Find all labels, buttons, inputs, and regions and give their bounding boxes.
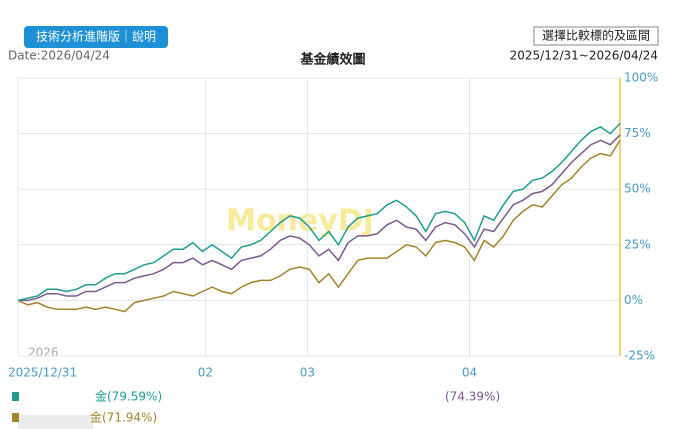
x-tick-label: 2025/12/31 <box>8 366 77 380</box>
series-line <box>17 122 621 302</box>
chart-title: 基金績效圖 <box>299 52 365 68</box>
legend-label: 金(79.59%) <box>95 389 162 404</box>
series-line <box>18 134 621 302</box>
x-tick-label: 04 <box>462 366 477 380</box>
watermark: MoneyDJ <box>226 204 374 239</box>
series-line <box>17 140 621 313</box>
legend-label: (74.39%) <box>445 390 500 404</box>
legend-swatch <box>12 413 19 422</box>
year-label: 2026 <box>28 346 59 360</box>
range: 2025/12/31~2026/04/24 <box>510 49 658 63</box>
compare-button-label[interactable]: 選擇比較標的及區間 <box>542 28 650 43</box>
compare-button[interactable] <box>533 26 659 46</box>
y-tick-label: 50% <box>624 182 651 196</box>
tool-button-label[interactable]: 技術分析進階版｜說明 <box>36 29 156 44</box>
y-tick-label: -25% <box>624 349 655 363</box>
legend-swatch <box>12 392 19 401</box>
y-tick-label: 25% <box>624 237 651 251</box>
x-tick-label: 02 <box>198 366 213 380</box>
legend-label: 金(71.94%) <box>90 410 157 425</box>
x-tick-label: 03 <box>300 366 315 380</box>
tool-button[interactable] <box>24 26 168 48</box>
legend-mask <box>18 415 93 429</box>
y-tick-label: 75% <box>624 126 651 140</box>
y-tick-label: 100% <box>624 71 658 85</box>
y-tick-label: 0% <box>624 293 643 307</box>
date: Date:2026/04/24 <box>8 49 110 63</box>
